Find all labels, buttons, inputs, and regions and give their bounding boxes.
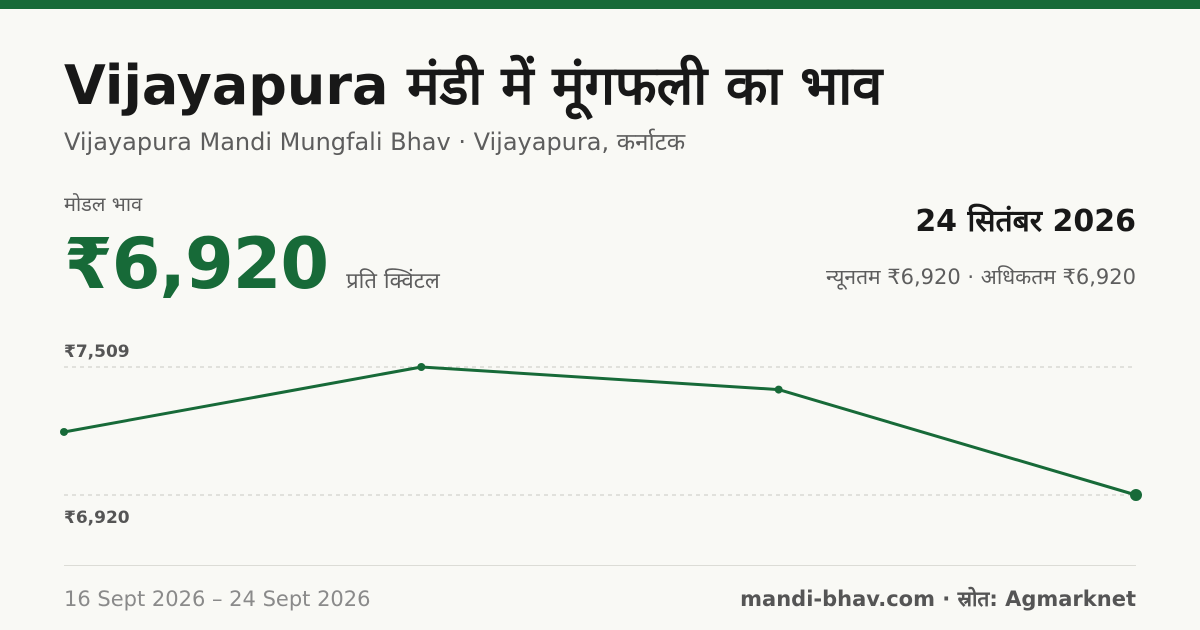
price-unit: प्रति क्विंटल — [346, 269, 440, 294]
data-point — [60, 427, 68, 436]
price-range: न्यूनतम ₹6,920 · अधिकतम ₹6,920 — [826, 265, 1136, 289]
footer-divider — [64, 565, 1136, 566]
footer-source: mandi-bhav.com · स्रोत: Agmarknet — [740, 587, 1136, 611]
series-line — [62, 365, 1138, 497]
price-label: मोडल भाव — [64, 192, 143, 216]
footer-date-range: 16 Sept 2026 – 24 Sept 2026 — [64, 587, 371, 611]
price-value: ₹6,920 — [64, 223, 329, 305]
top-accent-bar — [0, 0, 1200, 9]
price-row: ₹6,920 प्रति क्विंटल — [64, 222, 440, 306]
page-title: Vijayapura मंडी में मूंगफली का भाव — [64, 54, 883, 117]
price-date: 24 सितंबर 2026 — [915, 204, 1136, 239]
data-point-latest — [1130, 489, 1142, 501]
y-tick-label-min: ₹6,920 — [64, 508, 130, 528]
price-line-chart: ₹7,509 ₹6,920 — [60, 342, 1142, 528]
data-point — [774, 385, 783, 394]
page-subtitle: Vijayapura Mandi Mungfali Bhav · Vijayap… — [64, 128, 686, 156]
y-tick-label-max: ₹7,509 — [64, 342, 130, 362]
data-point — [417, 363, 426, 371]
